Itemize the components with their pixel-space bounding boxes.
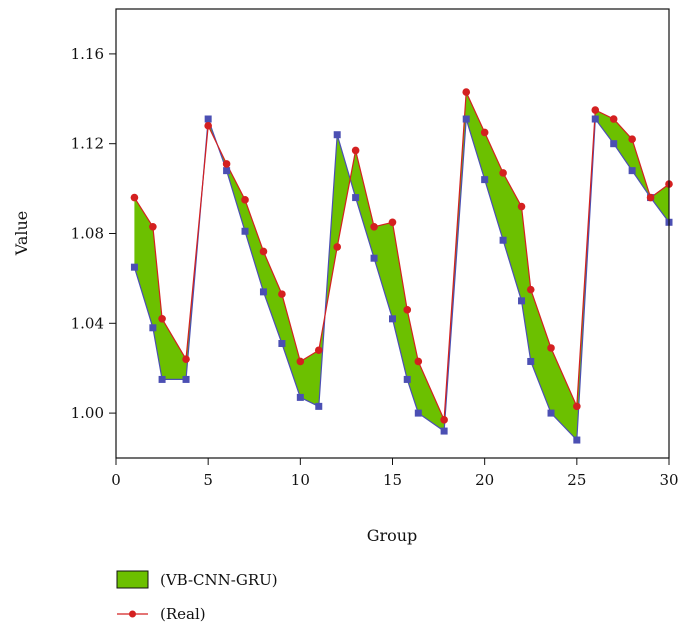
series-1-point <box>547 344 555 352</box>
series-0-point <box>403 375 411 383</box>
series-0-point <box>610 140 618 148</box>
series-0-point <box>223 167 231 175</box>
series-0-point <box>628 167 636 175</box>
series-1-point <box>440 416 448 424</box>
series-0-point <box>130 263 138 271</box>
series-1-point <box>241 196 249 204</box>
series-1-point <box>646 193 655 202</box>
series-0-point <box>440 427 448 435</box>
series-1-point <box>182 355 190 364</box>
series-1-point <box>628 135 636 144</box>
series-0-point <box>315 402 323 410</box>
series-0-point <box>499 236 507 244</box>
series-1-point <box>314 346 323 355</box>
series-0-point <box>370 254 378 262</box>
series-0-point <box>389 315 396 323</box>
series-1-point <box>388 218 397 227</box>
series-0-point <box>278 340 286 348</box>
series-0-point <box>547 409 555 417</box>
series-0-point <box>527 357 535 365</box>
series-1-point <box>222 160 231 168</box>
series-1-point <box>333 243 342 251</box>
y-tick-label: 1.04 <box>71 314 104 332</box>
series-layer <box>133 91 669 442</box>
series-0-point <box>296 393 304 401</box>
series-1-point <box>517 202 526 211</box>
series-1-point <box>130 193 139 202</box>
series-line-1 <box>133 91 669 421</box>
fill-between-layer <box>134 92 669 440</box>
y-tick-label: 1.16 <box>71 45 104 63</box>
series-0-point <box>591 115 599 123</box>
series-1-point <box>370 222 378 231</box>
x-tick-label: 25 <box>567 471 586 489</box>
legend-label: (Real) <box>160 605 206 623</box>
x-tick-label: 0 <box>111 471 121 489</box>
series-0-point <box>259 288 267 296</box>
y-tick-label: 1.00 <box>71 404 104 422</box>
series-1-point <box>609 115 618 123</box>
legend-marker-swatch <box>129 610 136 618</box>
x-axis-title: Group <box>367 526 418 545</box>
fill-between-area <box>134 92 669 440</box>
series-0-point <box>462 115 470 123</box>
y-axis: 1.00 1.04 1.08 1.12 1.16 <box>71 45 116 422</box>
x-axis: 0 5 10 15 20 25 30 <box>111 458 679 489</box>
x-tick-label: 15 <box>383 471 402 489</box>
series-0-point <box>333 131 341 139</box>
y-tick-label: 1.12 <box>71 135 104 153</box>
series-1-point <box>204 121 212 130</box>
series-1-point <box>278 290 286 298</box>
series-0-point <box>204 115 212 123</box>
series-0-point <box>414 409 422 417</box>
series-0-point <box>149 324 157 332</box>
series-0-point <box>182 375 190 383</box>
marker-layer <box>130 88 673 444</box>
series-1-point <box>158 315 166 323</box>
legend-label: (VB-CNN-GRU) <box>160 571 278 589</box>
legend-fill-swatch <box>116 570 149 589</box>
series-1-point <box>149 222 157 231</box>
series-1-point <box>573 402 581 411</box>
y-axis-title: Value <box>12 211 31 257</box>
legend: (VB-CNN-GRU) (Real) <box>116 570 278 623</box>
series-1-point <box>462 88 471 96</box>
series-1-point <box>403 306 412 314</box>
series-1-point <box>259 247 268 256</box>
series-0-point <box>352 194 360 202</box>
series-0-point <box>158 375 166 383</box>
x-tick-label: 5 <box>203 471 213 489</box>
series-1-point <box>499 169 507 177</box>
series-1-point <box>480 128 489 137</box>
series-1-point <box>351 146 360 155</box>
series-0-point <box>518 297 526 305</box>
series-0-point <box>241 227 249 235</box>
x-tick-label: 10 <box>291 471 310 489</box>
y-tick-label: 1.08 <box>71 225 104 243</box>
x-tick-label: 20 <box>475 471 494 489</box>
series-1-point <box>296 357 305 366</box>
series-0-point <box>481 176 489 184</box>
series-1-point <box>526 285 535 294</box>
x-tick-label: 30 <box>659 471 678 489</box>
series-0-point <box>573 436 581 444</box>
series-1-point <box>591 106 600 114</box>
series-1-point <box>414 357 423 366</box>
